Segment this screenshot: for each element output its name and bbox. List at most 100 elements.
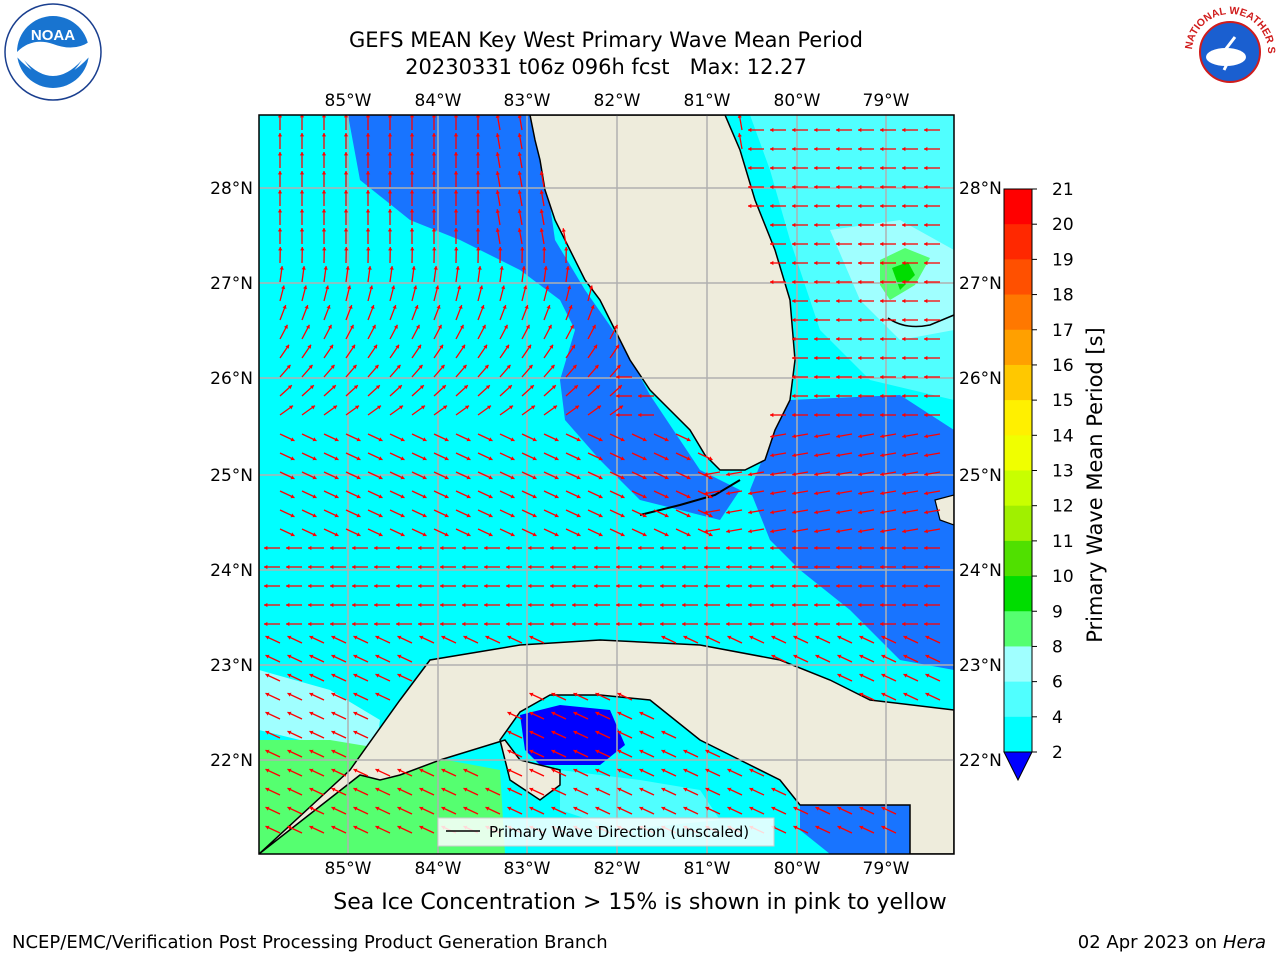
wave-arrow-head	[528, 545, 532, 551]
wave-arrow-head	[365, 152, 371, 156]
wave-arrow-head	[836, 222, 840, 228]
colorbar-segment	[1004, 189, 1032, 225]
wave-arrow-head	[770, 510, 774, 515]
wave-arrow-head	[356, 494, 361, 499]
wave-arrow-head	[331, 635, 336, 640]
wave-arrow-head	[551, 787, 556, 792]
wave-arrow-head	[286, 564, 290, 570]
wave-arrow-head	[321, 228, 327, 232]
wave-arrow-head	[682, 583, 686, 589]
wave-arrow-head	[880, 260, 884, 266]
wave-arrow-head	[532, 475, 537, 480]
wave-arrow-head	[419, 787, 424, 792]
wave-arrow-head	[792, 491, 796, 496]
wave-arrow-head	[356, 513, 361, 518]
wave-arrow-head	[880, 127, 884, 133]
colorbar-segment	[1004, 716, 1032, 753]
wave-arrow-head	[453, 115, 459, 118]
wave-arrow-head	[539, 209, 544, 213]
wave-arrow-head	[281, 285, 286, 290]
wave-arrow-head	[440, 602, 444, 608]
wave-arrow-head	[440, 564, 444, 570]
andros-island	[934, 494, 954, 526]
lat-label: 22°N	[959, 751, 1002, 771]
colorbar-segment	[1004, 400, 1032, 436]
wave-arrow-head	[770, 127, 774, 133]
wave-arrow-head	[483, 344, 488, 349]
wave-arrow-head	[792, 472, 796, 477]
wave-arrow-head	[517, 133, 522, 137]
wave-arrow-head	[880, 203, 884, 209]
wave-arrow-head	[352, 621, 356, 627]
wave-arrow-head	[506, 621, 510, 627]
wave-arrow-head	[880, 222, 884, 228]
lat-label: 26°N	[959, 369, 1002, 389]
wave-arrow-head	[495, 152, 500, 156]
wave-arrow-head	[353, 825, 358, 830]
wave-arrow-head	[441, 768, 446, 773]
wave-arrow-head	[902, 355, 906, 361]
wave-arrow-head	[484, 621, 488, 627]
wave-arrow-head	[369, 285, 374, 290]
colorbar-segment	[1004, 540, 1032, 577]
wave-arrow-head	[466, 437, 471, 442]
wave-arrow-head	[748, 583, 752, 589]
wave-arrow-head	[836, 127, 840, 133]
lon-label: 79°W	[863, 859, 910, 879]
wave-arrow-head	[287, 825, 292, 830]
wave-arrow-head	[880, 374, 884, 380]
wave-arrow-head	[523, 285, 528, 290]
lat-label: 23°N	[959, 656, 1002, 676]
wave-arrow-head	[638, 583, 642, 589]
wave-arrow-head	[814, 184, 818, 190]
wave-arrow-head	[880, 602, 884, 608]
wave-arrow-head	[792, 260, 796, 266]
wave-arrow-head	[461, 344, 466, 349]
wave-arrow-head	[301, 266, 306, 270]
wave-arrow-head	[902, 165, 906, 171]
wave-arrow-head	[594, 545, 598, 551]
wave-arrow-head	[410, 247, 415, 251]
wave-arrow-head	[704, 491, 708, 496]
wave-arrow-head	[550, 621, 554, 627]
wave-arrow-head	[431, 152, 437, 156]
wave-arrow-head	[814, 374, 818, 380]
wave-arrow-head	[770, 434, 774, 439]
colorbar-tick-label: 19	[1052, 250, 1074, 270]
wave-arrow-head	[618, 405, 623, 410]
wave-arrow-head	[858, 434, 862, 439]
wave-arrow-head	[639, 730, 644, 735]
wave-arrow-head	[365, 190, 371, 194]
wave-arrow-head	[924, 146, 928, 152]
wave-arrow-head	[550, 364, 555, 369]
wave-arrow-head	[529, 385, 534, 390]
wave-arrow-head	[309, 385, 314, 390]
wave-arrow-head	[576, 513, 581, 518]
lon-label: 83°W	[504, 91, 551, 111]
wave-arrow-head	[704, 529, 708, 534]
wave-arrow-head	[485, 385, 490, 390]
wave-arrow-head	[902, 298, 906, 304]
wave-arrow-head	[532, 437, 537, 442]
wave-arrow-head	[792, 317, 796, 323]
wave-arrow-head	[488, 494, 493, 499]
wave-arrow-head	[642, 513, 647, 518]
wave-arrow-head	[308, 621, 312, 627]
wave-arrow-head	[858, 529, 862, 534]
wave-arrow-head	[387, 209, 393, 213]
field-straits-blue	[750, 395, 954, 670]
field-gulf-blue	[348, 115, 740, 520]
wave-arrow-head	[479, 285, 484, 290]
wave-arrow-head	[620, 532, 625, 537]
wave-arrow-head	[485, 635, 490, 640]
wave-arrow-head	[881, 673, 886, 678]
colorbar: 21 20 19 18 17 16 15 14 13 12 11 10 9 8 6 4 2	[1003, 180, 1074, 782]
wave-arrow-head	[902, 412, 906, 418]
wave-arrow-head	[683, 749, 688, 754]
lon-label: 81°W	[684, 859, 731, 879]
wave-arrow-head	[598, 475, 603, 480]
wave-arrow-head	[924, 510, 928, 515]
wave-arrow-head	[770, 146, 774, 152]
wave-arrow-head	[532, 532, 537, 537]
wave-arrow-head	[705, 768, 710, 773]
